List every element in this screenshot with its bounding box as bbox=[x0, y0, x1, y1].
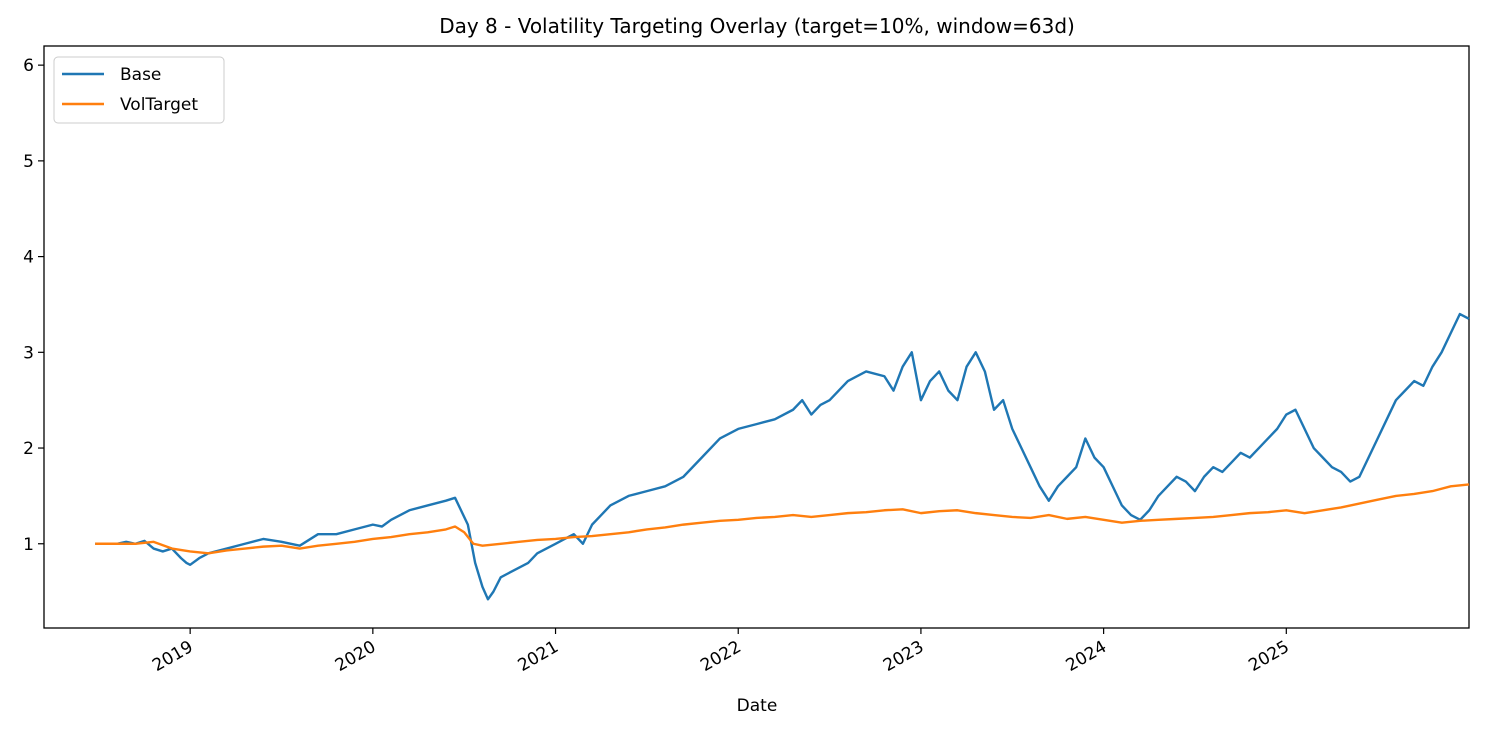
plot-frame bbox=[43, 45, 1470, 629]
y-tick-label: 1 bbox=[23, 535, 34, 555]
y-tick-label: 5 bbox=[23, 152, 34, 172]
x-axis-label: Date bbox=[737, 696, 778, 716]
series-layer bbox=[95, 312, 1470, 601]
plot-area bbox=[43, 45, 1470, 629]
y-tick-label: 3 bbox=[23, 343, 34, 363]
y-tick-label: 2 bbox=[23, 439, 34, 459]
y-tick-label: 4 bbox=[23, 248, 34, 268]
legend-label-base: Base bbox=[120, 65, 161, 85]
series-line-voltarget bbox=[95, 483, 1470, 555]
chart-title: Day 8 - Volatility Targeting Overlay (ta… bbox=[439, 14, 1075, 38]
series-line-base bbox=[95, 312, 1470, 601]
legend-label-voltarget: VolTarget bbox=[120, 95, 198, 115]
y-axis: 1 2 3 4 5 6 bbox=[23, 56, 44, 555]
legend: Base VolTarget bbox=[53, 56, 225, 124]
y-tick-label: 6 bbox=[23, 56, 34, 76]
